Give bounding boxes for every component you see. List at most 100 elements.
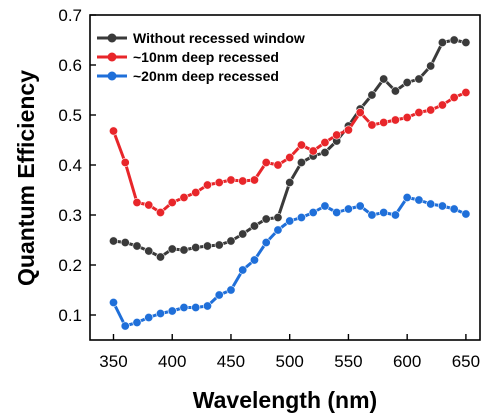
x-tick-label: 350 — [99, 352, 127, 371]
data-point — [379, 74, 389, 84]
y-tick-label: 0.7 — [58, 6, 82, 25]
data-point — [214, 290, 224, 300]
data-point — [343, 204, 353, 214]
data-point — [320, 148, 330, 158]
series-1 — [108, 35, 471, 262]
data-point — [249, 175, 259, 185]
x-tick-label: 450 — [217, 352, 245, 371]
x-tick-label: 400 — [158, 352, 186, 371]
data-point — [273, 225, 283, 235]
data-point — [308, 208, 318, 218]
data-point — [308, 146, 318, 156]
data-point — [414, 108, 424, 118]
data-point — [144, 200, 154, 210]
data-point — [214, 240, 224, 250]
data-point — [285, 153, 295, 163]
data-point — [191, 188, 201, 198]
data-point — [238, 176, 248, 186]
legend-swatch-marker — [107, 71, 117, 81]
data-point — [449, 204, 459, 214]
legend-swatch-marker — [107, 52, 117, 62]
data-point — [214, 178, 224, 188]
data-point — [437, 37, 447, 47]
data-point — [273, 160, 283, 170]
data-point — [108, 236, 118, 246]
data-point — [202, 301, 212, 311]
x-tick-label: 550 — [334, 352, 362, 371]
data-point — [155, 252, 165, 262]
legend-label: ~10nm deep recessed — [133, 49, 279, 65]
legend: Without recessed window ~10nm deep recess… — [97, 30, 305, 84]
x-tick-label: 600 — [393, 352, 421, 371]
data-point — [402, 78, 412, 88]
data-point — [249, 221, 259, 231]
y-tick-label: 0.4 — [58, 156, 82, 175]
legend-label: Without recessed window — [133, 30, 305, 46]
series-line — [112, 91, 467, 214]
data-point — [132, 317, 142, 327]
data-point — [226, 175, 236, 185]
data-point — [226, 285, 236, 295]
data-point — [167, 306, 177, 316]
data-point — [261, 158, 271, 168]
data-point — [461, 88, 471, 98]
data-point — [155, 208, 165, 218]
data-point — [332, 130, 342, 140]
data-point — [426, 61, 436, 71]
data-point — [332, 208, 342, 218]
data-point — [355, 201, 365, 211]
series-2 — [108, 88, 471, 218]
data-point — [273, 213, 283, 223]
data-point — [132, 241, 142, 251]
y-tick-label: 0.5 — [58, 106, 82, 125]
data-point — [343, 125, 353, 135]
data-point — [296, 213, 306, 223]
data-point — [202, 180, 212, 190]
data-point — [437, 201, 447, 211]
data-point — [167, 198, 177, 208]
data-point — [191, 302, 201, 312]
data-point — [437, 100, 447, 110]
data-point — [108, 297, 118, 307]
data-point — [390, 210, 400, 220]
series-layer — [108, 35, 471, 331]
data-point — [355, 108, 365, 118]
data-point — [238, 229, 248, 239]
x-axis-title: Wavelength (nm) — [193, 387, 377, 413]
data-point — [414, 195, 424, 205]
data-point — [238, 265, 248, 275]
x-tick-label: 500 — [276, 352, 304, 371]
data-point — [461, 209, 471, 219]
legend-item: ~10nm deep recessed — [97, 49, 279, 65]
data-point — [414, 74, 424, 84]
data-point — [379, 208, 389, 218]
axis-ticks: 350 400 450 500 550 600 650 0.1 0.2 0.3 0.4 0.5 0.6 0… — [58, 6, 480, 371]
data-point — [120, 158, 130, 168]
data-point — [426, 199, 436, 209]
data-point — [461, 37, 471, 47]
legend-item: Without recessed window — [97, 30, 305, 46]
data-point — [320, 201, 330, 211]
data-point — [202, 241, 212, 251]
data-point — [390, 86, 400, 96]
y-axis-title: Quantum Efficiency — [13, 70, 39, 286]
data-point — [144, 312, 154, 322]
data-point — [261, 214, 271, 224]
data-point — [179, 193, 189, 203]
data-point — [320, 138, 330, 148]
data-point — [390, 115, 400, 125]
data-point — [144, 246, 154, 256]
data-point — [285, 178, 295, 188]
data-point — [367, 120, 377, 130]
data-point — [426, 105, 436, 115]
data-point — [120, 238, 130, 248]
series-3 — [108, 193, 471, 331]
data-point — [285, 216, 295, 226]
data-point — [249, 255, 259, 265]
data-point — [261, 238, 271, 248]
y-tick-label: 0.3 — [58, 206, 82, 225]
legend-item: ~20nm deep recessed — [97, 68, 279, 84]
plot-frame — [89, 14, 481, 341]
data-point — [179, 245, 189, 255]
